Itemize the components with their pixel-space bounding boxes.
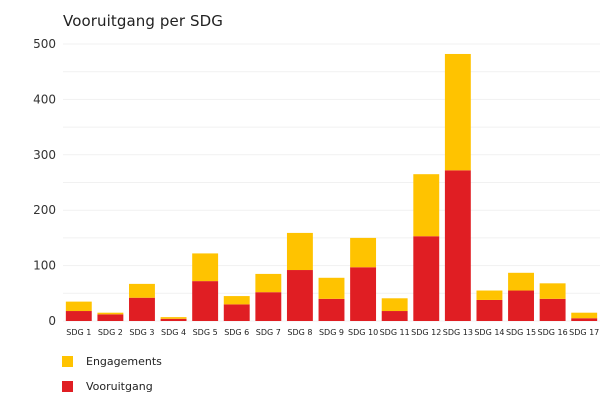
bar-engagements-sdg-16[interactable]: [539, 283, 566, 299]
bar-vooruitgang-sdg-14[interactable]: [476, 299, 503, 321]
y-tick-label: 500: [33, 37, 56, 51]
x-tick-label: SDG 12: [411, 328, 441, 337]
y-tick-label: 400: [33, 92, 56, 106]
x-tick-label: SDG 3: [129, 328, 154, 337]
bar-vooruitgang-sdg-10[interactable]: [350, 267, 377, 321]
x-tick-label: SDG 15: [506, 328, 536, 337]
bar-vooruitgang-sdg-1[interactable]: [65, 311, 92, 321]
bar-engagements-sdg-6[interactable]: [223, 296, 250, 305]
bar-vooruitgang-sdg-11[interactable]: [381, 311, 408, 321]
bar-engagements-sdg-2[interactable]: [97, 312, 124, 315]
bar-engagements-sdg-4[interactable]: [160, 317, 187, 319]
bar-engagements-sdg-14[interactable]: [476, 290, 503, 300]
bar-vooruitgang-sdg-13[interactable]: [444, 170, 471, 321]
x-tick-label: SDG 11: [380, 328, 410, 337]
bar-engagements-sdg-13[interactable]: [444, 53, 471, 171]
bar-vooruitgang-sdg-7[interactable]: [255, 292, 282, 321]
x-tick-label: SDG 14: [474, 328, 504, 337]
bar-engagements-sdg-10[interactable]: [350, 237, 377, 268]
legend-swatch: [62, 356, 73, 367]
legend-swatch: [62, 381, 73, 392]
x-tick-label: SDG 1: [66, 328, 91, 337]
bar-engagements-sdg-17[interactable]: [571, 312, 598, 319]
y-tick-label: 0: [48, 314, 56, 328]
y-tick-label: 300: [33, 148, 56, 162]
bar-engagements-sdg-3[interactable]: [129, 283, 155, 298]
x-tick-label: SDG 17: [569, 328, 599, 337]
bar-vooruitgang-sdg-12[interactable]: [413, 236, 440, 321]
bar-vooruitgang-sdg-17[interactable]: [571, 318, 598, 321]
bar-vooruitgang-sdg-4[interactable]: [160, 318, 187, 321]
bar-engagements-sdg-8[interactable]: [286, 232, 313, 271]
y-tick-label: 200: [33, 203, 56, 217]
x-axis-ticks: SDG 1 SDG 2 SDG 3 SDG 4 SDG 5 SDG 6 SDG 7 SDG 8…: [66, 328, 599, 337]
bar-vooruitgang-sdg-5[interactable]: [192, 281, 219, 321]
x-tick-label: SDG 8: [287, 328, 312, 337]
bars: [65, 53, 598, 321]
bar-vooruitgang-sdg-9[interactable]: [318, 298, 345, 321]
bar-engagements-sdg-9[interactable]: [318, 277, 345, 299]
x-tick-label: SDG 10: [348, 328, 378, 337]
bar-engagements-sdg-12[interactable]: [413, 174, 440, 237]
legend-label: Vooruitgang: [86, 380, 153, 393]
x-tick-label: SDG 13: [443, 328, 473, 337]
bar-vooruitgang-sdg-2[interactable]: [97, 314, 124, 321]
bar-engagements-sdg-7[interactable]: [255, 273, 282, 293]
bar-engagements-sdg-5[interactable]: [192, 253, 219, 282]
x-tick-label: SDG 16: [538, 328, 568, 337]
bar-vooruitgang-sdg-6[interactable]: [223, 304, 250, 321]
bar-engagements-sdg-11[interactable]: [381, 298, 408, 312]
x-tick-label: SDG 9: [319, 328, 344, 337]
y-axis-ticks: 0 100 200 300 400 500: [33, 37, 56, 328]
bar-vooruitgang-sdg-15[interactable]: [508, 290, 534, 321]
bar-vooruitgang-sdg-8[interactable]: [286, 270, 313, 321]
chart-title: Vooruitgang per SDG: [63, 12, 223, 30]
x-tick-label: SDG 6: [224, 328, 249, 337]
x-tick-label: SDG 4: [161, 328, 186, 337]
x-tick-label: SDG 5: [193, 328, 218, 337]
legend-label: Engagements: [86, 355, 162, 368]
y-tick-label: 100: [33, 259, 56, 273]
x-tick-label: SDG 7: [256, 328, 281, 337]
bar-engagements-sdg-1[interactable]: [65, 301, 92, 312]
bar-engagements-sdg-15[interactable]: [508, 272, 534, 291]
bar-vooruitgang-sdg-16[interactable]: [539, 298, 566, 321]
bar-vooruitgang-sdg-3[interactable]: [129, 297, 155, 321]
x-tick-label: SDG 2: [98, 328, 123, 337]
